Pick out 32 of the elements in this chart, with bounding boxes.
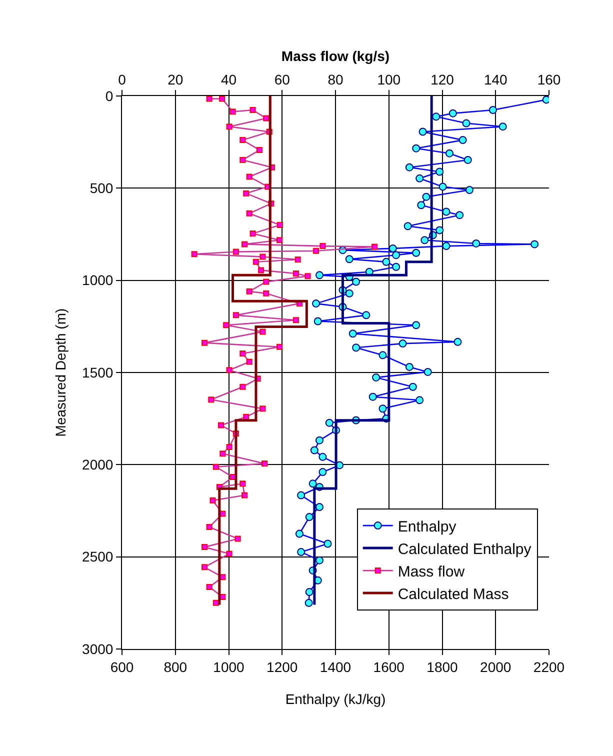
y-tick-label: 500: [90, 180, 114, 196]
x-tick-label: 2200: [533, 658, 565, 675]
y-tick-label: 3000: [82, 640, 114, 657]
legend-label: Enthalpy: [398, 518, 457, 536]
y-tick-label: 2500: [82, 548, 114, 565]
x-tick-label: 1400: [320, 658, 352, 675]
x2-axis-title: Mass flow (kg/s): [281, 48, 390, 64]
x2-tick-label: 20: [168, 71, 184, 88]
x-tick-label: 1600: [373, 658, 405, 675]
x2-tick-label: 40: [220, 71, 237, 88]
x-tick-label: 2000: [480, 658, 512, 675]
x2-tick-label: 160: [537, 71, 561, 88]
x2-tick-label: 80: [328, 71, 344, 88]
x-tick-label: 1800: [426, 658, 458, 675]
x2-tick-label: 100: [377, 71, 401, 88]
y-tick-label: 1500: [82, 364, 114, 380]
x-axis-title: Enthalpy (kJ/kg): [285, 691, 386, 708]
legend-label: Mass flow: [398, 563, 465, 580]
x-tick-label: 1200: [266, 658, 298, 675]
y-tick-label: 0: [105, 88, 114, 104]
x2-tick-label: 60: [274, 71, 290, 88]
x-tick-label: 1000: [213, 658, 245, 675]
x-tick-label: 800: [164, 658, 188, 675]
y-tick-label: 2000: [82, 456, 114, 473]
x2-tick-label: 140: [484, 71, 508, 88]
x-tick-label: 600: [110, 658, 134, 675]
x2-tick-label: 0: [118, 71, 126, 88]
legend-label: Calculated Mass: [398, 586, 509, 603]
y-tick-label: 1000: [82, 272, 114, 288]
y-axis-title: Measured Depth (m): [52, 308, 69, 437]
x2-tick-label: 120: [430, 71, 454, 88]
legend-label: Calculated Enthalpy: [398, 540, 532, 558]
